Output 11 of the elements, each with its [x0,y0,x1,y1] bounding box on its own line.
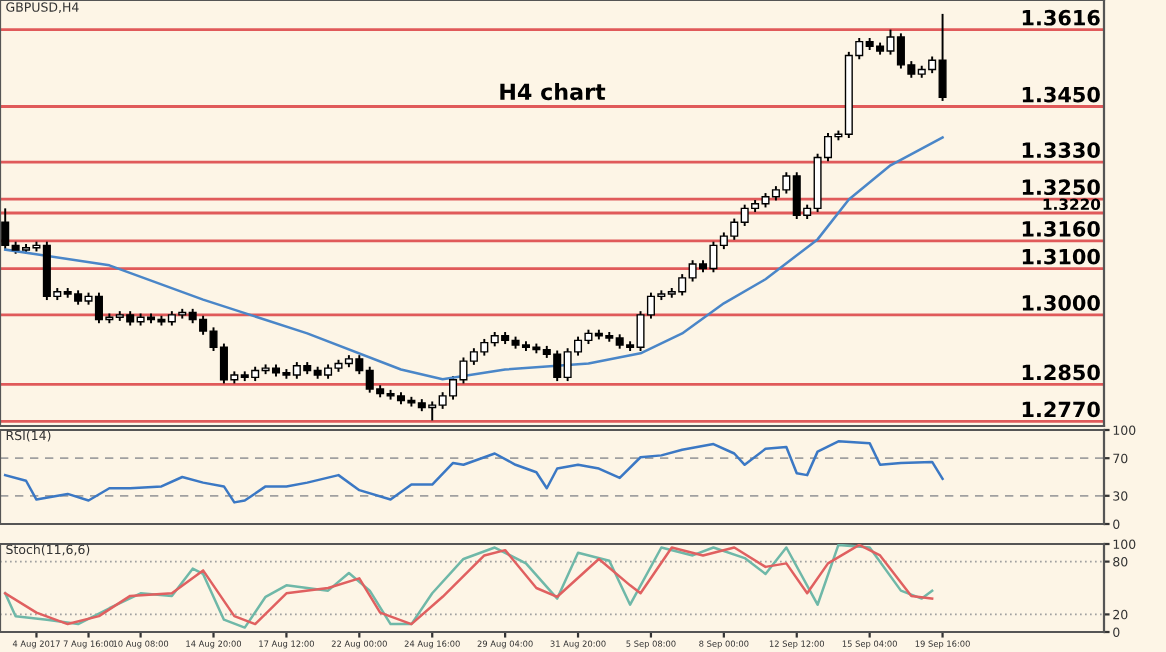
ref-line-label: 1.3330 [1022,142,1100,159]
ref-line-label: 1.2850 [1022,364,1100,381]
ref-line-label: 1.3450 [1022,86,1100,103]
ref-line-label: 1.3616 [1022,9,1100,26]
ref-line-label: 1.3000 [1022,295,1100,311]
line-series [3,440,944,504]
ref-line-label: 1.3250 [1022,179,1100,196]
ref-line-label: 1.3160 [1022,220,1100,237]
ref-line-label: 1.2770 [1022,401,1100,418]
ref-line-label: 1.3100 [1022,248,1100,265]
annotation: H4 chart [500,82,606,101]
